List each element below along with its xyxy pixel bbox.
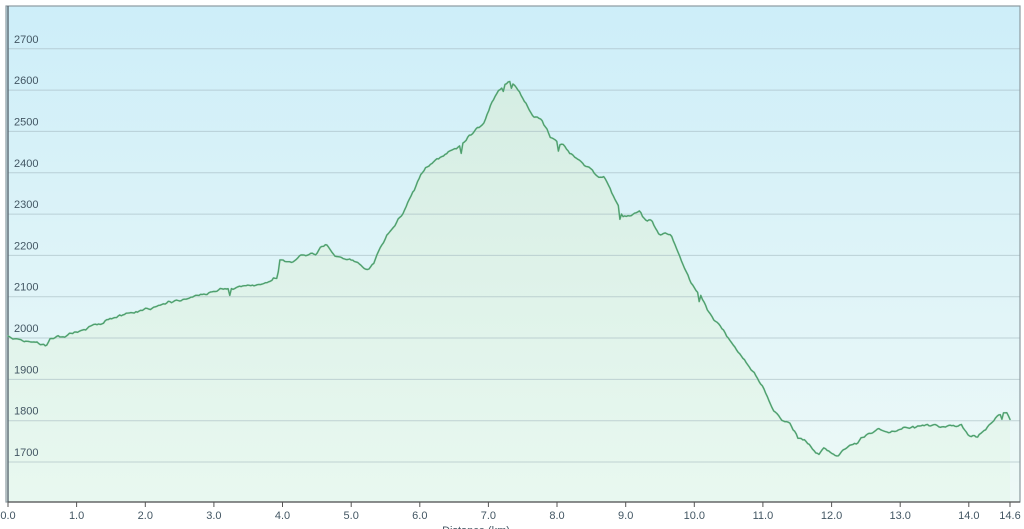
svg-text:5.0: 5.0 xyxy=(344,510,359,522)
svg-text:2400: 2400 xyxy=(14,158,38,170)
svg-text:6.0: 6.0 xyxy=(412,510,427,522)
svg-text:1.0: 1.0 xyxy=(69,510,84,522)
svg-text:2000: 2000 xyxy=(14,323,38,335)
svg-text:4.0: 4.0 xyxy=(275,510,290,522)
svg-text:7.0: 7.0 xyxy=(481,510,496,522)
svg-text:1900: 1900 xyxy=(14,364,38,376)
svg-text:2600: 2600 xyxy=(14,75,38,87)
svg-text:2500: 2500 xyxy=(14,116,38,128)
svg-text:2700: 2700 xyxy=(14,34,38,46)
svg-text:14.6: 14.6 xyxy=(999,510,1020,522)
svg-text:13.0: 13.0 xyxy=(889,510,910,522)
svg-text:14.0: 14.0 xyxy=(958,510,979,522)
svg-text:3.0: 3.0 xyxy=(206,510,221,522)
svg-text:1700: 1700 xyxy=(14,447,38,459)
svg-text:10.0: 10.0 xyxy=(684,510,705,522)
svg-text:0.0: 0.0 xyxy=(0,510,15,522)
svg-text:12.0: 12.0 xyxy=(821,510,842,522)
svg-text:9.0: 9.0 xyxy=(618,510,633,522)
svg-text:2200: 2200 xyxy=(14,240,38,252)
svg-text:8.0: 8.0 xyxy=(549,510,564,522)
svg-text:1800: 1800 xyxy=(14,406,38,418)
svg-text:2300: 2300 xyxy=(14,199,38,211)
svg-text:2.0: 2.0 xyxy=(138,510,153,522)
svg-text:11.0: 11.0 xyxy=(753,510,774,522)
svg-text:2100: 2100 xyxy=(14,282,38,294)
svg-text:Distance (km): Distance (km) xyxy=(442,525,510,529)
